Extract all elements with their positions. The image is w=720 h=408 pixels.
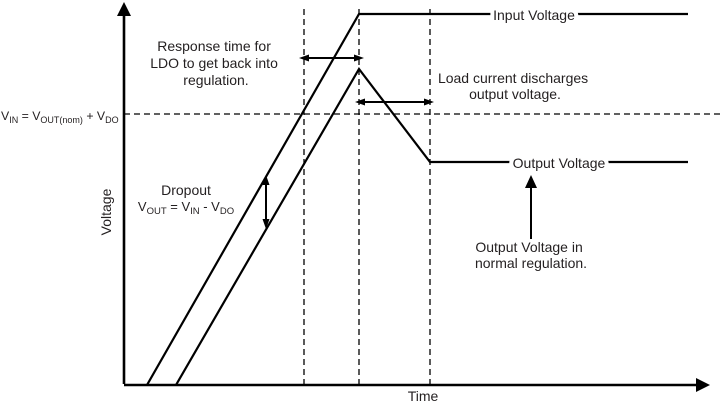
svg-text:Response time for LDO to g: Response time for LDO to get back into r… [150, 38, 282, 88]
svg-text:Output Voltage: Output Voltage [513, 155, 606, 171]
svg-text:Time: Time [408, 388, 439, 404]
svg-text:Load current discharges ou: Load current discharges output voltage. [438, 70, 592, 102]
svg-text:Output Voltage in normal r: Output Voltage in normal regulation. [475, 239, 587, 271]
svg-text:Dropout: Dropout [161, 182, 211, 198]
svg-text:VOUT = VIN - VDO: VOUT = VIN - VDO [138, 199, 234, 217]
svg-text:Voltage: Voltage [98, 188, 114, 235]
svg-text:Input Voltage: Input Voltage [493, 7, 575, 23]
svg-text:VIN = VOUT(nom) + VDO: VIN = VOUT(nom) + VDO [1, 109, 119, 125]
